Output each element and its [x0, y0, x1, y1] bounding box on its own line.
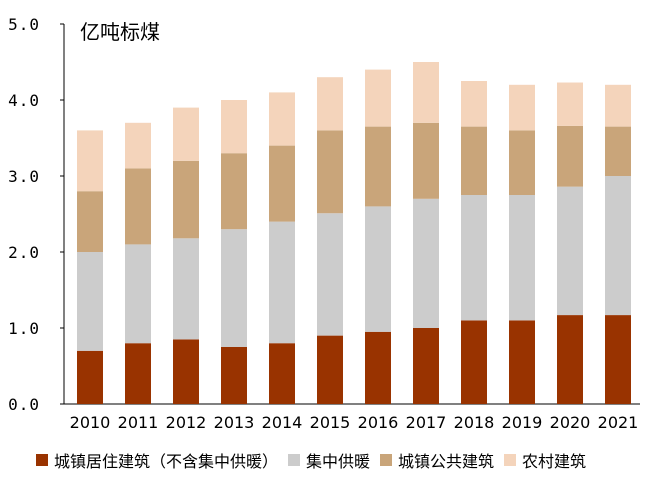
bar-segment-2018-series-4 — [461, 81, 487, 127]
x-tick-label: 2019 — [502, 413, 543, 432]
x-tick-label: 2013 — [214, 413, 255, 432]
bar-segment-2012-series-1 — [173, 339, 199, 404]
bar-segment-2014-series-2 — [269, 221, 295, 344]
legend-swatch — [380, 454, 393, 466]
legend-label: 城镇居住建筑（不含集中供暖） — [54, 452, 279, 471]
bar-segment-2014-series-4 — [269, 92, 295, 146]
y-tick-label: 4.0 — [8, 91, 40, 110]
bar-segment-2013-series-3 — [221, 153, 247, 230]
bar-segment-2018-series-2 — [461, 195, 487, 321]
bar-segment-2016-series-3 — [365, 126, 391, 207]
x-tick-label: 2021 — [598, 413, 639, 432]
x-tick-label: 2012 — [166, 413, 207, 432]
legend-label: 农村建筑 — [522, 452, 587, 471]
bar-segment-2019-series-1 — [509, 320, 535, 404]
bar-segment-2013-series-4 — [221, 100, 247, 154]
bar-segment-2012-series-2 — [173, 238, 199, 340]
unit-label: 亿吨标煤 — [80, 20, 160, 44]
legend-swatch — [504, 454, 517, 466]
x-tick-label: 2016 — [358, 413, 399, 432]
bar-segment-2015-series-4 — [317, 77, 343, 131]
bar-segment-2015-series-1 — [317, 335, 343, 404]
bar-segment-2011-series-4 — [125, 122, 151, 169]
legend-label: 集中供暖 — [306, 452, 371, 471]
bar-segment-2010-series-3 — [77, 191, 103, 252]
bar-segment-2011-series-2 — [125, 244, 151, 344]
bar-segment-2016-series-4 — [365, 69, 391, 127]
legend-item-3: 城镇公共建筑 — [380, 448, 494, 472]
bar-segment-2017-series-1 — [413, 328, 439, 404]
bar-segment-2012-series-3 — [173, 160, 199, 239]
y-tick-label: 2.0 — [8, 243, 40, 262]
legend-swatch — [36, 454, 48, 466]
x-tick-label: 2017 — [406, 413, 447, 432]
bar-segment-2010-series-1 — [77, 350, 103, 404]
y-tick-label: 1.0 — [8, 319, 40, 338]
x-tick-label: 2015 — [310, 413, 351, 432]
bar-segment-2011-series-1 — [125, 343, 151, 404]
legend-label: 城镇公共建筑 — [398, 452, 495, 471]
bar-segment-2014-series-3 — [269, 145, 295, 222]
bar-segment-2010-series-2 — [77, 252, 103, 351]
legend-item-1: 城镇居住建筑（不含集中供暖） — [36, 448, 278, 472]
bar-segment-2015-series-3 — [317, 130, 343, 214]
bar-segment-2019-series-2 — [509, 195, 535, 321]
bar-segment-2015-series-2 — [317, 213, 343, 336]
bar-segment-2020-series-4 — [557, 82, 583, 126]
x-tick-label: 2011 — [118, 413, 159, 432]
legend-item-4: 农村建筑 — [504, 448, 586, 472]
bar-segment-2020-series-3 — [557, 125, 583, 187]
bar-segment-2019-series-3 — [509, 130, 535, 195]
bar-segment-2019-series-4 — [509, 84, 535, 131]
x-tick-label: 2020 — [550, 413, 591, 432]
bar-segment-2021-series-2 — [605, 176, 631, 316]
bar-segment-2013-series-2 — [221, 229, 247, 347]
bar-segment-2012-series-4 — [173, 107, 199, 161]
bar-segment-2016-series-1 — [365, 331, 391, 404]
bar-segment-2021-series-4 — [605, 84, 631, 127]
bar-segment-2010-series-4 — [77, 130, 103, 192]
bar-segment-2021-series-1 — [605, 315, 631, 404]
bar-segment-2017-series-4 — [413, 62, 439, 123]
bar-segment-2018-series-1 — [461, 320, 487, 404]
x-tick-label: 2018 — [454, 413, 495, 432]
bar-segment-2014-series-1 — [269, 343, 295, 404]
bar-segment-2017-series-3 — [413, 122, 439, 199]
legend-item-2: 集中供暖 — [288, 448, 370, 472]
bar-segment-2017-series-2 — [413, 198, 439, 328]
legend: 城镇居住建筑（不含集中供暖） 集中供暖 城镇公共建筑 农村建筑 — [36, 448, 596, 472]
bar-segment-2020-series-1 — [557, 315, 583, 404]
bar-segment-2013-series-1 — [221, 347, 247, 404]
bar-segment-2021-series-3 — [605, 126, 631, 176]
bar-segment-2020-series-2 — [557, 186, 583, 316]
y-tick-label: 0.0 — [8, 395, 40, 414]
x-tick-label: 2010 — [70, 413, 111, 432]
bar-segment-2018-series-3 — [461, 126, 487, 195]
legend-swatch — [288, 454, 301, 466]
x-tick-label: 2014 — [262, 413, 303, 432]
bar-segment-2016-series-2 — [365, 206, 391, 332]
y-tick-label: 3.0 — [8, 167, 40, 186]
y-tick-label: 5.0 — [8, 15, 40, 34]
bar-segment-2011-series-3 — [125, 168, 151, 245]
